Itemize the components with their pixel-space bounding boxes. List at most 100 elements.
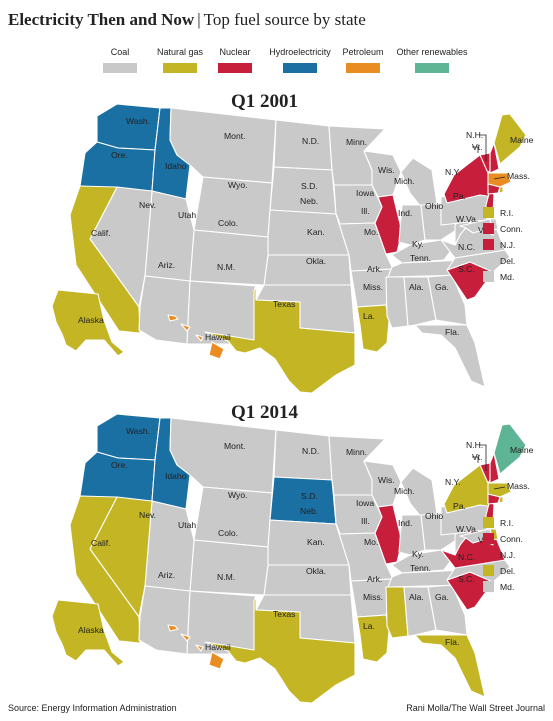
state-hi [167, 624, 225, 670]
state-label-ar: Ark. [367, 264, 382, 274]
state-label-ks: Kan. [307, 227, 325, 237]
state-label-ia: Iowa [356, 188, 374, 198]
state-label-nv: Nev. [139, 510, 156, 520]
small-state-swatch [483, 549, 494, 560]
state-label-ut: Utah [178, 210, 196, 220]
state-label-la: La. [363, 311, 375, 321]
state-ga [427, 274, 468, 326]
state-label-la: La. [363, 621, 375, 631]
leader-line-nh [479, 444, 487, 471]
small-state-swatch [483, 271, 494, 282]
state-label-tn: Tenn. [410, 253, 431, 263]
legend-swatch-coal [103, 63, 137, 73]
small-state-swatch [483, 239, 494, 250]
state-label-ny: N.Y. [445, 477, 461, 487]
state-label-nv: Nev. [139, 200, 156, 210]
state-label-wy: Wyo. [228, 180, 248, 190]
state-az [138, 585, 191, 655]
state-label-wi: Wis. [378, 475, 395, 485]
state-mo [335, 523, 394, 582]
state-label-in: Ind. [398, 208, 412, 218]
state-label-wy: Wyo. [228, 490, 248, 500]
state-label-ak: Alaska [78, 625, 104, 635]
leader-line-ma [493, 486, 506, 490]
state-label-tx: Texas [273, 299, 295, 309]
state-label-ut: Utah [178, 520, 196, 530]
legend-item-hydroelectricity: Hydroelectricity [262, 47, 338, 78]
legend-swatch-nuclear [218, 63, 252, 73]
state-label-ma: Mass. [507, 171, 530, 181]
state-label-or: Ore. [111, 150, 128, 160]
small-state-swatch [483, 517, 494, 528]
small-state-swatch [483, 533, 494, 544]
state-label-mo: Mo. [364, 537, 378, 547]
state-fl [414, 634, 486, 698]
map-title-2014: Q1 2014 [231, 402, 299, 423]
state-label-ok: Okla. [306, 256, 326, 266]
state-label-az: Ariz. [158, 570, 175, 580]
state-label-ga: Ga. [435, 282, 449, 292]
title-subtitle: Top fuel source by state [203, 10, 366, 29]
state-in [398, 204, 426, 246]
state-label-ca: Calif. [91, 228, 111, 238]
state-label-or: Ore. [111, 460, 128, 470]
state-label-ms: Miss. [363, 592, 383, 602]
state-label-mn: Minn. [346, 447, 367, 457]
state-label-sc: S.C. [458, 574, 475, 584]
title-main: Electricity Then and Now [8, 10, 195, 29]
state-ms [385, 586, 409, 639]
state-ak [51, 599, 125, 667]
state-label-me: Maine [510, 445, 534, 455]
legend-label: Hydroelectricity [269, 47, 331, 57]
state-label-nd: N.D. [302, 446, 319, 456]
small-state-swatch [483, 223, 494, 234]
state-nh [489, 142, 500, 174]
state-label-nh: N.H. [466, 130, 483, 140]
state-label-sd: S.D. [301, 181, 318, 191]
small-state-swatch [483, 255, 494, 266]
legend-label: Other renewables [396, 47, 468, 57]
state-label-ia: Iowa [356, 498, 374, 508]
state-me [493, 423, 527, 475]
state-label-mt: Mont. [224, 441, 246, 451]
legend-item-other-renewables: Other renewables [390, 47, 474, 78]
legend-swatch-petroleum [346, 63, 380, 73]
state-tx [204, 285, 356, 394]
state-az [138, 275, 191, 345]
legend-item-petroleum: Petroleum [336, 47, 390, 78]
state-label-fl: Fla. [445, 327, 459, 337]
legend-swatch-hydroelectricity [283, 63, 317, 73]
state-wa [96, 103, 161, 151]
state-label-il: Ill. [361, 516, 370, 526]
state-label-wa: Wash. [126, 426, 150, 436]
state-label-nc: N.C. [458, 552, 475, 562]
state-label-wi: Wis. [378, 165, 395, 175]
state-label-al: Ala. [409, 592, 424, 602]
map-title-2001: Q1 2001 [231, 91, 299, 112]
state-in [398, 514, 426, 556]
state-fl [414, 324, 486, 388]
state-label-ky: Ky. [412, 239, 424, 249]
state-nh [489, 452, 500, 484]
legend-item-coal: Coal [95, 47, 145, 78]
small-state-label: Md. [500, 272, 514, 282]
legend-label: Nuclear [219, 47, 251, 57]
legend-label: Coal [110, 47, 130, 57]
state-co [189, 539, 269, 596]
state-label-nc: N.C. [458, 242, 475, 252]
leader-line-ma [493, 176, 506, 180]
state-label-nh: N.H. [466, 440, 483, 450]
state-label-ky: Ky. [412, 549, 424, 559]
state-label-tn: Tenn. [410, 563, 431, 573]
legend-swatch-natural-gas [163, 63, 197, 73]
state-label-nm: N.M. [217, 572, 235, 582]
legend-item-natural-gas: Natural gas [151, 47, 209, 78]
state-al [403, 276, 437, 327]
state-label-ks: Kan. [307, 537, 325, 547]
state-il [374, 504, 403, 565]
leader-line-nh [479, 134, 487, 161]
state-ma [487, 482, 512, 498]
state-label-al: Ala. [409, 282, 424, 292]
credit-note: Rani Molla/The Wall Street Journal [406, 703, 545, 713]
state-label-tx: Texas [273, 609, 295, 619]
